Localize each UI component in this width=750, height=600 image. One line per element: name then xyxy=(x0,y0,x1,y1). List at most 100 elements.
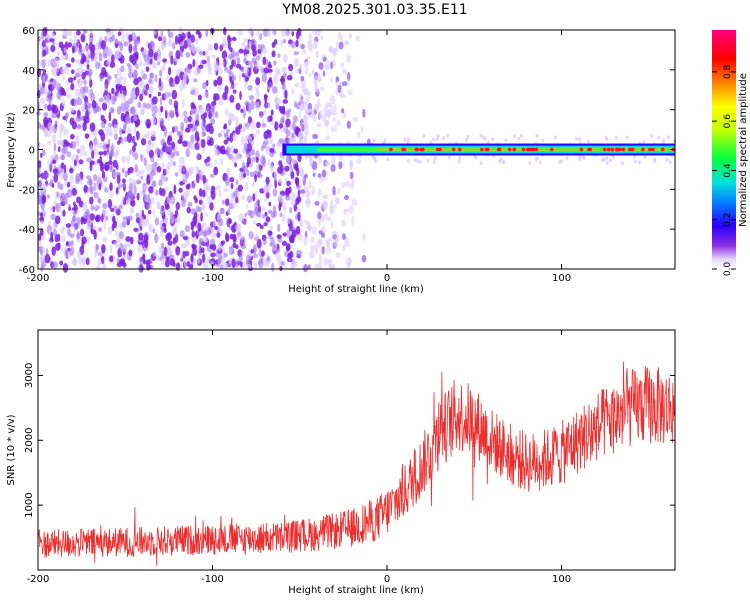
noise-point xyxy=(98,151,104,156)
noise-point xyxy=(84,100,90,111)
noise-point xyxy=(155,189,159,196)
noise-point xyxy=(126,133,133,144)
noise-point xyxy=(78,256,83,266)
noise-point xyxy=(93,137,98,146)
noise-point xyxy=(208,125,214,135)
noise-point xyxy=(240,41,246,47)
noise-point xyxy=(262,206,266,213)
noise-point xyxy=(157,46,161,56)
noise-point xyxy=(315,51,319,59)
noise-point xyxy=(340,182,346,189)
noise-point xyxy=(70,240,74,247)
band-peak xyxy=(648,147,652,152)
noise-point xyxy=(198,139,202,149)
noise-point xyxy=(66,151,72,158)
noise-point xyxy=(261,145,264,152)
noise-point xyxy=(274,67,280,75)
spectrogram-x-label: Height of straight line (km) xyxy=(288,284,424,295)
noise-point xyxy=(229,193,235,203)
noise-point xyxy=(38,179,42,189)
noise-point xyxy=(291,88,295,96)
noise-point xyxy=(347,89,353,96)
noise-point xyxy=(297,211,301,222)
noise-point xyxy=(109,255,114,263)
noise-point xyxy=(282,203,287,213)
noise-point xyxy=(37,59,42,67)
noise-point xyxy=(47,83,52,91)
noise-point xyxy=(304,61,309,67)
noise-point xyxy=(59,246,64,252)
noise-point xyxy=(187,140,193,150)
noise-point xyxy=(206,185,212,191)
noise-point xyxy=(98,36,103,41)
noise-point xyxy=(43,119,49,128)
noise-point xyxy=(138,60,143,67)
noise-point xyxy=(344,241,350,247)
noise-point xyxy=(73,159,77,167)
noise-point xyxy=(201,222,207,229)
noise-point xyxy=(163,246,168,257)
noise-point xyxy=(335,80,339,88)
noise-point xyxy=(182,140,188,147)
noise-point xyxy=(145,66,150,72)
noise-point xyxy=(49,179,54,184)
noise-point xyxy=(119,242,124,253)
noise-point xyxy=(42,27,48,37)
noise-point xyxy=(238,234,244,241)
noise-point xyxy=(121,155,127,163)
noise-point xyxy=(250,148,256,156)
noise-point xyxy=(204,212,209,217)
noise-point xyxy=(197,222,202,232)
noise-point xyxy=(77,122,84,131)
noise-point xyxy=(245,151,251,158)
noise-point xyxy=(166,208,172,216)
noise-point xyxy=(298,67,302,75)
noise-point xyxy=(318,238,323,246)
noise-point xyxy=(483,136,487,141)
noise-point xyxy=(91,57,94,62)
noise-point xyxy=(129,149,132,156)
noise-point xyxy=(288,186,292,194)
noise-point xyxy=(235,102,241,111)
noise-point xyxy=(223,123,228,130)
noise-point xyxy=(179,254,183,260)
noise-point xyxy=(245,254,251,265)
noise-point xyxy=(285,118,291,128)
noise-point xyxy=(320,35,324,40)
noise-point xyxy=(587,139,590,144)
noise-point xyxy=(325,247,332,254)
noise-point xyxy=(230,182,234,190)
noise-point xyxy=(56,191,60,198)
noise-point xyxy=(148,97,152,102)
noise-point xyxy=(228,53,233,60)
noise-point xyxy=(169,158,174,167)
noise-point xyxy=(237,30,243,36)
y-tick-label: 1000 xyxy=(24,492,35,517)
noise-point xyxy=(303,173,309,179)
noise-point xyxy=(275,98,281,105)
noise-point xyxy=(264,93,268,103)
noise-point xyxy=(85,257,90,266)
noise-point xyxy=(102,209,108,214)
noise-point xyxy=(278,105,282,112)
noise-point xyxy=(269,242,273,247)
noise-point xyxy=(53,142,57,152)
noise-point xyxy=(288,63,294,72)
noise-point xyxy=(211,230,217,241)
noise-point xyxy=(216,76,223,86)
band-peak xyxy=(628,147,632,152)
noise-point xyxy=(343,209,347,216)
noise-point xyxy=(128,166,134,174)
noise-point xyxy=(296,195,302,203)
noise-point xyxy=(228,118,232,126)
noise-point xyxy=(216,232,221,238)
noise-point xyxy=(486,140,490,145)
noise-point xyxy=(38,233,42,241)
noise-point xyxy=(266,116,270,123)
noise-point xyxy=(625,135,629,140)
noise-point xyxy=(121,195,125,202)
noise-point xyxy=(75,140,80,147)
noise-point xyxy=(329,263,332,270)
noise-point xyxy=(201,121,206,131)
noise-point xyxy=(86,63,90,70)
